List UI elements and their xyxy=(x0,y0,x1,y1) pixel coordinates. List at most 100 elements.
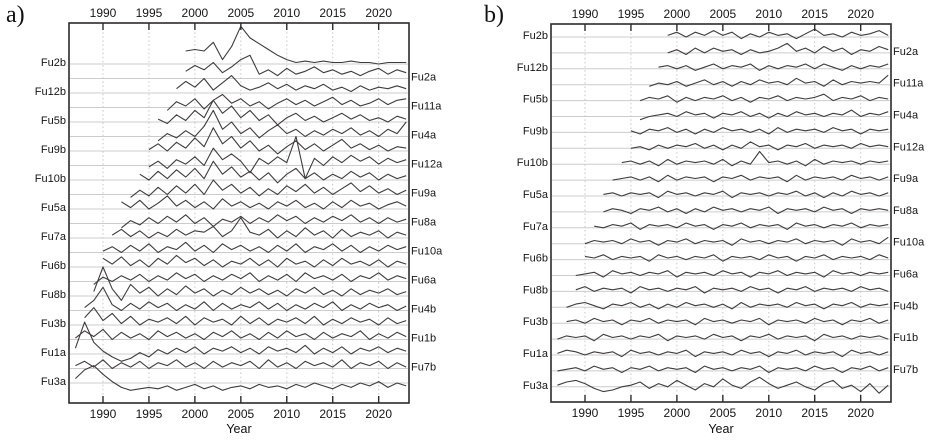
series-label-Fu3b: Fu3b xyxy=(41,318,66,330)
plot-border xyxy=(550,23,892,403)
x-tick-label-bottom: 2000 xyxy=(182,407,209,421)
series-line-Fu6b xyxy=(584,254,889,262)
series-line-Fu1a xyxy=(74,321,407,362)
series-line-Fu4b xyxy=(566,301,889,310)
series-label-Fu1b: Fu1b xyxy=(411,333,436,345)
series-line-Fu11a xyxy=(649,74,889,87)
series-label-Fu8a: Fu8a xyxy=(411,217,437,229)
series-line-Fu2b xyxy=(185,25,407,65)
series-line-Fu8b xyxy=(575,286,889,294)
series-line-Fu5a xyxy=(121,195,407,210)
panel-b-letter: b) xyxy=(484,2,504,28)
series-label-Fu10b: Fu10b xyxy=(517,157,548,169)
series-label-Fu9a: Fu9a xyxy=(411,188,437,200)
x-tick-label-top: 1990 xyxy=(572,7,599,21)
panel-b-xaxis-title: Year xyxy=(708,422,734,436)
x-tick-label-bottom: 1995 xyxy=(136,407,163,421)
series-line-Fu8a xyxy=(603,206,889,215)
series-label-Fu9b: Fu9b xyxy=(41,144,66,156)
series-label-Fu8b: Fu8b xyxy=(41,289,66,301)
series-label-Fu6b: Fu6b xyxy=(523,253,548,265)
series-line-Fu9a xyxy=(612,174,889,183)
series-label-Fu5b: Fu5b xyxy=(523,94,548,106)
series-label-Fu7a: Fu7a xyxy=(523,221,549,233)
series-line-Fu3a xyxy=(557,376,889,394)
series-line-Fu10a xyxy=(102,241,407,254)
x-tick-label-top: 2010 xyxy=(755,7,782,21)
series-label-Fu4b: Fu4b xyxy=(893,300,918,312)
series-label-Fu8a: Fu8a xyxy=(893,205,919,217)
series-label-Fu1a: Fu1a xyxy=(41,347,67,359)
series-line-Fu3b xyxy=(84,307,407,326)
series-label-Fu7b: Fu7b xyxy=(411,362,436,374)
x-tick-label-bottom: 2005 xyxy=(227,407,254,421)
series-label-Fu7a: Fu7a xyxy=(41,231,67,243)
x-tick-label-top: 2005 xyxy=(227,6,254,20)
series-line-Fu4b xyxy=(84,286,407,312)
x-tick-label-top: 2000 xyxy=(182,6,209,20)
series-label-Fu3a: Fu3a xyxy=(41,376,67,388)
x-tick-label-bottom: 1995 xyxy=(618,406,645,420)
series-line-Fu5b xyxy=(157,99,407,126)
series-line-Fu7b xyxy=(75,359,407,370)
x-tick-label-bottom: 2005 xyxy=(709,406,736,420)
x-tick-label-bottom: 2010 xyxy=(755,406,782,420)
series-line-Fu4a xyxy=(639,109,889,121)
x-tick-label-bottom: 2020 xyxy=(847,406,874,420)
series-line-Fu6b xyxy=(102,254,407,268)
series-label-Fu10a: Fu10a xyxy=(411,246,443,258)
series-line-Fu11a xyxy=(166,93,407,111)
x-tick-label-top: 1995 xyxy=(136,6,163,20)
series-label-Fu7b: Fu7b xyxy=(893,364,918,376)
series-label-Fu1a: Fu1a xyxy=(523,348,549,360)
series-label-Fu12b: Fu12b xyxy=(35,86,66,98)
x-tick-label-bottom: 1990 xyxy=(572,406,599,420)
series-label-Fu2b: Fu2b xyxy=(523,30,548,42)
series-label-Fu1b: Fu1b xyxy=(893,332,918,344)
series-line-Fu8b xyxy=(93,266,407,301)
x-tick-label-top: 1995 xyxy=(618,7,645,21)
x-tick-label-top: 2000 xyxy=(664,7,691,21)
x-tick-label-top: 2020 xyxy=(847,7,874,21)
x-tick-label-bottom: 2015 xyxy=(801,406,828,420)
series-line-Fu2a xyxy=(185,54,407,77)
x-tick-label-bottom: 2015 xyxy=(319,407,346,421)
series-label-Fu6a: Fu6a xyxy=(893,269,919,281)
series-line-Fu5b xyxy=(639,93,889,103)
series-line-Fu12a xyxy=(148,135,407,180)
series-line-Fu9a xyxy=(130,179,407,198)
series-label-Fu2a: Fu2a xyxy=(411,72,437,84)
series-line-Fu3a xyxy=(75,365,407,391)
series-line-Fu10b xyxy=(139,160,407,184)
series-line-Fu12a xyxy=(630,141,889,151)
series-line-Fu1b xyxy=(75,328,407,341)
series-label-Fu3b: Fu3b xyxy=(523,316,548,328)
series-line-Fu7b xyxy=(557,365,889,374)
series-label-Fu11a: Fu11a xyxy=(411,101,442,113)
x-tick-label-top: 2020 xyxy=(365,6,392,20)
series-line-Fu2a xyxy=(667,42,889,56)
series-label-Fu2b: Fu2b xyxy=(41,57,66,69)
panel-a-xaxis-title: Year xyxy=(226,422,252,436)
series-label-Fu4a: Fu4a xyxy=(893,110,919,122)
series-line-Fu12b xyxy=(658,63,889,71)
series-line-Fu1a xyxy=(557,349,889,358)
x-tick-label-top: 2010 xyxy=(273,6,300,20)
x-tick-label-top: 2015 xyxy=(801,7,828,21)
series-label-Fu12b: Fu12b xyxy=(517,62,548,74)
series-line-Fu3b xyxy=(566,317,889,326)
panel-a-letter: a) xyxy=(6,2,25,28)
series-line-Fu10a xyxy=(584,236,889,246)
series-label-Fu9b: Fu9b xyxy=(523,125,548,137)
x-tick-label-bottom: 1990 xyxy=(90,407,117,421)
series-line-Fu4a xyxy=(157,109,407,142)
series-line-Fu8a xyxy=(121,214,407,229)
x-tick-label-bottom: 2020 xyxy=(365,407,392,421)
series-line-Fu6a xyxy=(93,272,407,285)
series-label-Fu11a: Fu11a xyxy=(893,78,924,90)
series-line-Fu6a xyxy=(575,270,889,278)
series-line-Fu2b xyxy=(667,28,889,40)
series-line-Fu1b xyxy=(557,333,889,342)
